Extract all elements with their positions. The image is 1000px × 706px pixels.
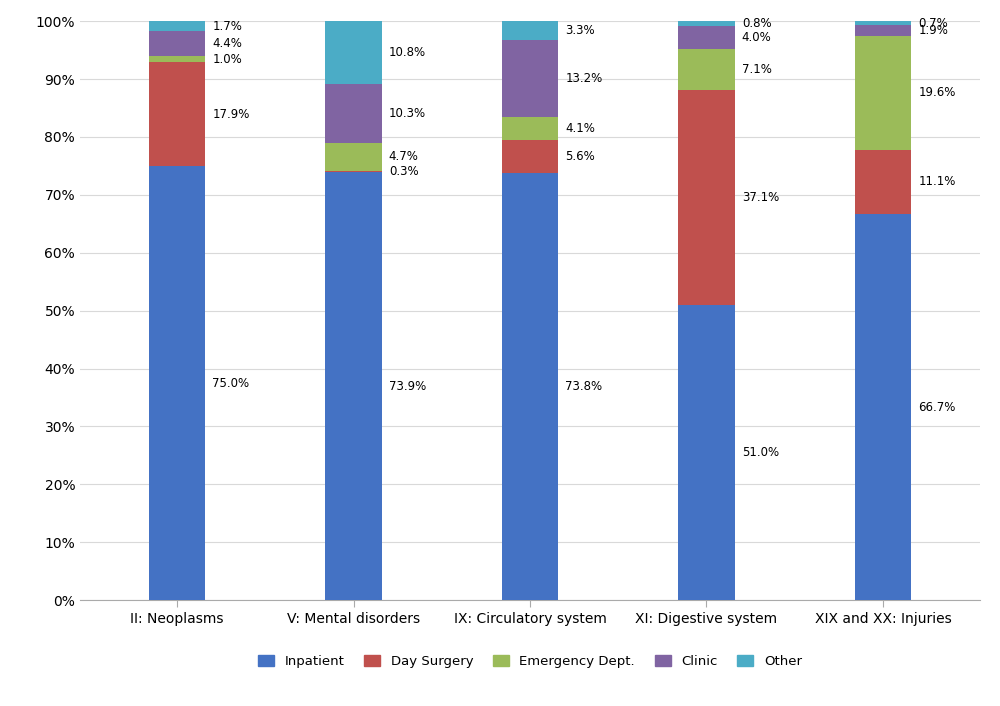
Text: 51.0%: 51.0% [742,446,779,459]
Text: 17.9%: 17.9% [212,107,250,121]
Text: 3.3%: 3.3% [565,24,595,37]
Bar [325,171,382,172]
Legend: Inpatient, Day Surgery, Emergency Dept., Clinic, Other: Inpatient, Day Surgery, Emergency Dept.,… [252,648,808,674]
Bar [855,214,911,600]
Bar [678,90,735,305]
Text: 4.0%: 4.0% [742,31,772,44]
Bar [502,21,558,40]
Text: 13.2%: 13.2% [565,72,603,85]
Bar [325,84,382,143]
Bar [502,116,558,140]
Text: 5.6%: 5.6% [565,150,595,163]
Text: 75.0%: 75.0% [212,376,249,390]
Bar [149,166,205,600]
Text: 19.6%: 19.6% [918,86,956,100]
Bar [325,21,382,84]
Bar [149,21,205,31]
Text: 1.0%: 1.0% [212,53,242,66]
Text: 4.1%: 4.1% [565,122,595,135]
Text: 11.1%: 11.1% [918,175,956,189]
Bar [325,143,382,171]
Bar [855,36,911,150]
Bar [855,21,911,25]
Bar [149,31,205,56]
Text: 1.9%: 1.9% [918,24,948,37]
Text: 73.8%: 73.8% [565,380,602,393]
Bar [149,62,205,166]
Text: 1.7%: 1.7% [212,20,242,32]
Bar [678,21,735,26]
Bar [149,56,205,62]
Text: 66.7%: 66.7% [918,400,956,414]
Bar [855,25,911,36]
Text: 10.8%: 10.8% [389,46,426,59]
Bar [678,26,735,49]
Text: 0.3%: 0.3% [389,165,418,178]
Text: 0.7%: 0.7% [918,17,948,30]
Bar [325,172,382,600]
Text: 7.1%: 7.1% [742,63,772,76]
Text: 73.9%: 73.9% [389,380,426,393]
Text: 0.8%: 0.8% [742,17,771,30]
Text: 4.7%: 4.7% [389,150,419,163]
Bar [855,150,911,214]
Text: 10.3%: 10.3% [389,107,426,120]
Bar [678,49,735,90]
Bar [502,173,558,600]
Bar [502,40,558,116]
Text: 37.1%: 37.1% [742,191,779,204]
Bar [502,140,558,173]
Text: 4.4%: 4.4% [212,37,242,50]
Bar [678,305,735,600]
